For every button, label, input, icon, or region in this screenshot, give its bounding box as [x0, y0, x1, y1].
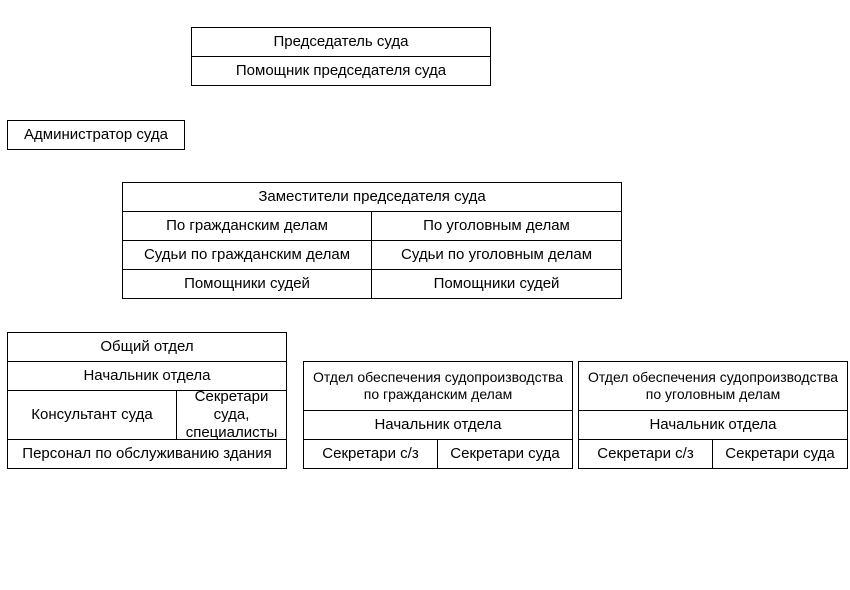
org-box-civ-head: Начальник отдела	[303, 410, 573, 440]
org-box-deputies-header: Заместители председателя суда	[122, 182, 622, 212]
org-box-chairman-aide: Помощник председателя суда	[191, 56, 491, 86]
org-box-aides-civil: Помощники судей	[122, 269, 372, 299]
org-box-dep-criminal: По уголовным делам	[371, 211, 622, 241]
org-box-crim-sec-hearing: Секретари с/з	[578, 439, 713, 469]
org-box-aides-criminal: Помощники судей	[371, 269, 622, 299]
org-box-gen-dept: Общий отдел	[7, 332, 287, 362]
org-box-civ-sec-court: Секретари суда	[437, 439, 573, 469]
org-box-crim-sec-court: Секретари суда	[712, 439, 848, 469]
org-box-crim-dept: Отдел обеспечения судопроизводства по уг…	[578, 361, 848, 411]
org-box-administrator: Администратор суда	[7, 120, 185, 150]
org-box-judges-criminal: Судьи по уголовным делам	[371, 240, 622, 270]
org-box-civ-sec-hearing: Секретари с/з	[303, 439, 438, 469]
org-box-chairman: Председатель суда	[191, 27, 491, 57]
org-box-gen-consultant: Консультант суда	[7, 390, 177, 440]
org-box-civ-dept: Отдел обеспечения судопроизводства по гр…	[303, 361, 573, 411]
org-box-gen-head: Начальник отдела	[7, 361, 287, 391]
org-box-dep-civil: По гражданским делам	[122, 211, 372, 241]
org-box-gen-staff: Персонал по обслуживанию здания	[7, 439, 287, 469]
org-box-gen-secretaries: Секретари суда, специалисты	[176, 390, 287, 440]
org-box-judges-civil: Судьи по гражданским делам	[122, 240, 372, 270]
org-box-crim-head: Начальник отдела	[578, 410, 848, 440]
